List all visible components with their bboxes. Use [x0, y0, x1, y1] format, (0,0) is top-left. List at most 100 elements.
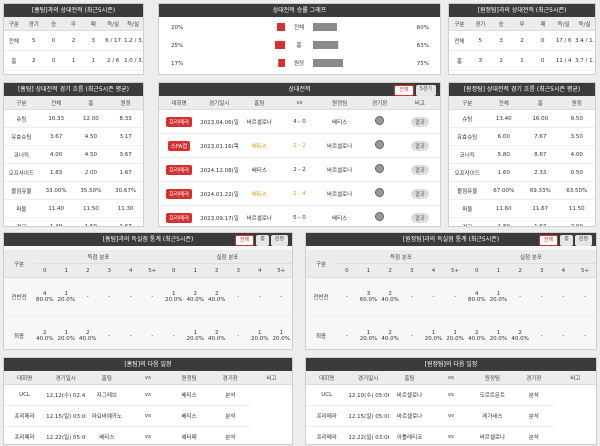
cell-text: 5 [32, 37, 36, 44]
cell: 프리메라 [4, 426, 46, 444]
cell-text: 1.60 [497, 169, 510, 176]
column-header: 구분 [4, 96, 39, 110]
cell: 프리메라 [159, 157, 200, 182]
column-header: vs [279, 96, 320, 110]
bin-header: 4 [249, 263, 271, 278]
column-header: 경기장 [513, 371, 555, 385]
stadium-icon [375, 188, 385, 197]
cell: 0 [43, 30, 64, 51]
cell: 12.12(수) 02:45 [45, 384, 87, 406]
cell-text: 2 - 4 [293, 190, 306, 197]
cell: 분석 [209, 426, 251, 444]
cell: 1 [490, 70, 512, 74]
stadium-icon [375, 116, 385, 125]
button[interactable]: 결과 [410, 212, 429, 223]
percent: 60.0% [359, 297, 378, 303]
cell: - [509, 277, 531, 317]
cell: 헤타페 [168, 426, 210, 444]
button[interactable]: 결과 [410, 164, 429, 175]
cell: 3.4 / 1.2 [574, 30, 595, 51]
cell: - [120, 277, 142, 317]
cell: 16.00 [522, 109, 559, 128]
cell-text: 8.33 [119, 115, 132, 122]
panel-title: [홈팀]과의 상대전적 (최근5시즌) [4, 4, 143, 17]
cell-text: 바르셀로나 [396, 393, 423, 399]
cell-text: - [584, 333, 587, 339]
tab[interactable]: 전체 [538, 235, 559, 246]
panel: [홈팀]과의 득실점 통계 (최근5시즌) 전체 홈 원정 구분 득점 분포 실점 분포 0 1… [3, 232, 293, 350]
cell-text: 4.50 [84, 133, 97, 140]
panel-title: [원정팀]의 다음 일정 [306, 358, 596, 371]
cell: - [422, 277, 445, 317]
cell: 1 20.0% [55, 277, 77, 317]
cell: 오프사이드 [4, 163, 39, 182]
cell-text: 3.17 [119, 133, 132, 140]
tab[interactable]: 5경기 [415, 85, 436, 96]
button[interactable]: 결과 [410, 116, 429, 127]
cell: 12.15(일) 05:00 [347, 405, 389, 427]
cell-text: 4 - 0 [293, 118, 306, 125]
cell-text: 분석 [528, 393, 539, 399]
tab[interactable]: 홈 [256, 235, 269, 246]
cell: 1.67 [522, 217, 559, 226]
tab[interactable]: 전체 [394, 85, 414, 96]
tab[interactable]: 원정 [574, 235, 592, 246]
cell-text: 11.60 [495, 205, 512, 212]
cell-text: 0 [541, 37, 545, 44]
cell: 2 [511, 30, 533, 51]
cell: 전체 [449, 30, 470, 51]
cell-text: 12.22(일) 03:00 [348, 435, 389, 441]
row: 볼점유율 67.00% 69.33% 63.50% [449, 181, 595, 200]
cell: 베티스 [239, 133, 280, 158]
competition-badge: 프리메라 [165, 212, 193, 223]
table: 대회명 경기일시 홈팀 vs 원정팀 경기장 비고 UCL 12.10(수) 05:00 바르셀로… [306, 371, 596, 444]
cell: 4 80.0% [465, 277, 488, 317]
percent: 40.0% [381, 336, 399, 342]
tab[interactable]: 원정 [270, 235, 288, 246]
percent: 40.0% [381, 297, 399, 303]
cell-text: 5.80 [497, 151, 510, 158]
bin-header: 5+ [444, 263, 466, 278]
row: UCL 12.12(수) 02:45 자그레브 vs 베티스 분석 [4, 384, 292, 406]
table: 구분 득점 분포 실점 분포 0 1 2 3 4 5+ 0 1 2 3 4 5+ 전반전 4 80.0% 1 20.0… [4, 250, 292, 349]
title: [원정팀]과의 득실점 통계 (최근5시즌) [402, 236, 500, 243]
row: 파울 11.60 11.67 11.50 [449, 199, 595, 218]
count: 4 [475, 291, 479, 297]
row: 프리메라 12.22(일) 05:00 베티스 vs 헤타페 분석 [4, 426, 292, 444]
cell-text: 베티스 [251, 143, 267, 150]
cell-text: 1.67 [119, 223, 132, 227]
competition-badge: 프리메라 [165, 164, 193, 175]
cell: 라요바예카노 [86, 405, 128, 427]
cell: - [77, 277, 99, 317]
row: 프리메라 12.15(일) 03:00 라요바예카노 vs 베티스 분석 [4, 405, 292, 427]
cell: 홈 [4, 50, 24, 71]
row: 프리메라 2024.12.08(일) 베티스 2 - 2 바르셀로나 결과 [159, 157, 440, 182]
cell-text: 분석 [528, 414, 539, 420]
cell: 슈팅 [449, 109, 486, 128]
cell-text: - [151, 294, 154, 300]
cell-text: vs [447, 413, 455, 419]
tab[interactable]: 홈 [560, 235, 573, 246]
row-label: 최종 [4, 316, 34, 349]
cell-text: vs [144, 434, 152, 440]
cell: 10.33 [38, 109, 74, 128]
title: [홈팀]과의 상대전적 (최근5시즌) [31, 7, 116, 14]
cell: 원정 [4, 70, 24, 74]
cell: 6 / 2 [553, 70, 575, 74]
cell: 11.30 [108, 199, 143, 218]
tabs: 전체 5경기 [394, 85, 436, 96]
button[interactable]: 결과 [410, 188, 429, 199]
cell: 1.3 / 3.7 [123, 70, 143, 74]
row: 코너킥 4.00 4.50 3.67 [4, 145, 143, 164]
value-label: 75% [417, 61, 429, 67]
cell: 13.40 [485, 109, 522, 128]
cell-text: 1 [520, 57, 524, 64]
cell: 2 40.0% [206, 277, 228, 317]
value-label: 17% [171, 61, 183, 67]
cell-text: - [410, 294, 413, 300]
tab[interactable]: 전체 [234, 235, 255, 246]
cell-text: 2.00 [570, 223, 583, 227]
percent: 20.0% [186, 336, 204, 342]
cell: 유효슈팅 [449, 127, 486, 146]
button[interactable]: 결과 [410, 140, 429, 151]
